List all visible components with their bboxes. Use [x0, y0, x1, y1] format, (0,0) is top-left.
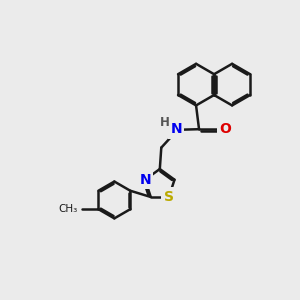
Text: N: N	[139, 173, 151, 187]
Text: S: S	[164, 190, 174, 204]
Text: O: O	[219, 122, 231, 136]
Text: N: N	[170, 122, 182, 136]
Text: H: H	[160, 116, 170, 129]
Text: CH₃: CH₃	[58, 204, 78, 214]
